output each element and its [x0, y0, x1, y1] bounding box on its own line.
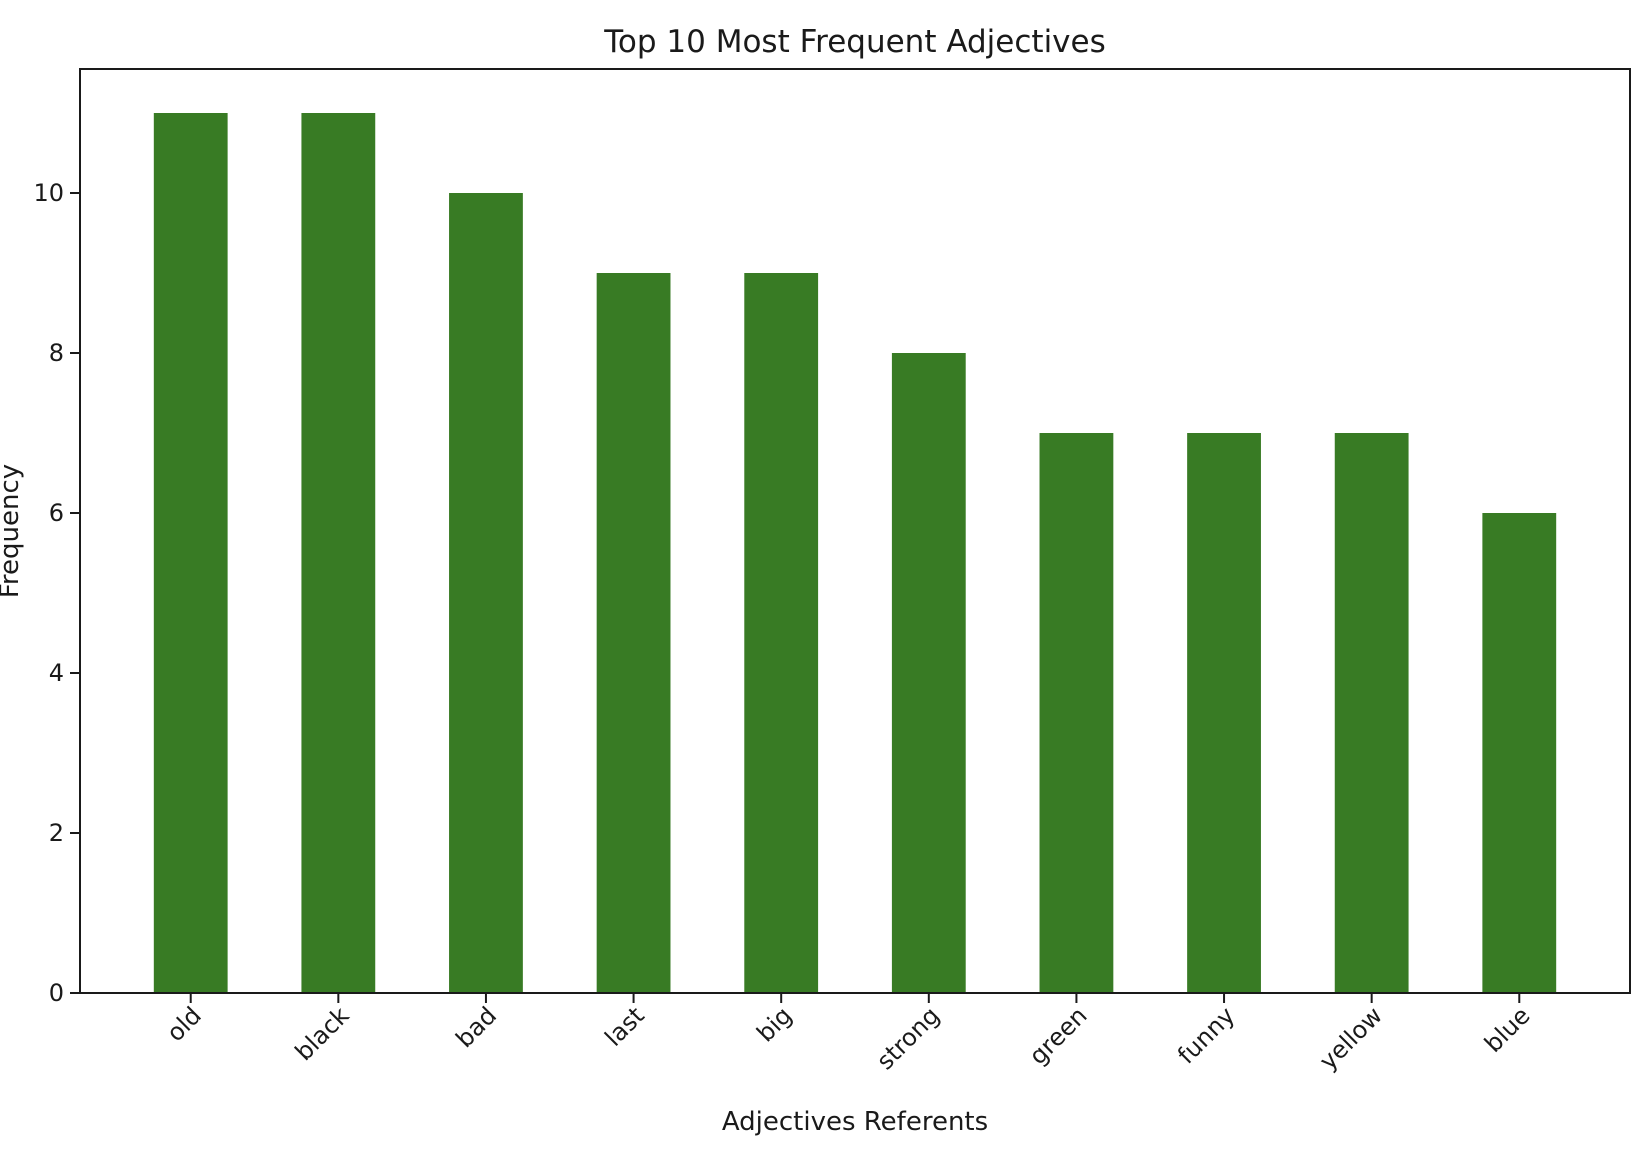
y-tick-label: 8	[49, 339, 64, 367]
bar-yellow	[1334, 433, 1409, 993]
y-tick-label: 6	[49, 499, 64, 527]
plot-area-frame	[79, 68, 1631, 994]
bars-group	[153, 113, 1557, 993]
y-tick-label: 2	[49, 819, 64, 847]
bar-big	[744, 273, 819, 993]
bar-green	[1039, 433, 1114, 993]
bar-bad	[449, 193, 523, 993]
y-tick-label: 0	[49, 979, 64, 1007]
bar-blue	[1482, 513, 1557, 993]
bar-black	[301, 113, 376, 993]
y-tick-label: 10	[33, 179, 64, 207]
bar-strong	[891, 353, 966, 993]
bar-funny	[1187, 433, 1261, 993]
bar-last	[596, 273, 671, 993]
y-tick-label: 4	[49, 659, 64, 687]
y-axis-ticks: 0 2 4 6 8 10	[33, 179, 80, 1007]
x-axis-label: Adjectives Referents	[722, 1107, 988, 1137]
y-axis-label: Frequency	[0, 464, 25, 598]
chart-title: Top 10 Most Frequent Adjectives	[603, 24, 1106, 60]
bar-old	[153, 113, 228, 993]
